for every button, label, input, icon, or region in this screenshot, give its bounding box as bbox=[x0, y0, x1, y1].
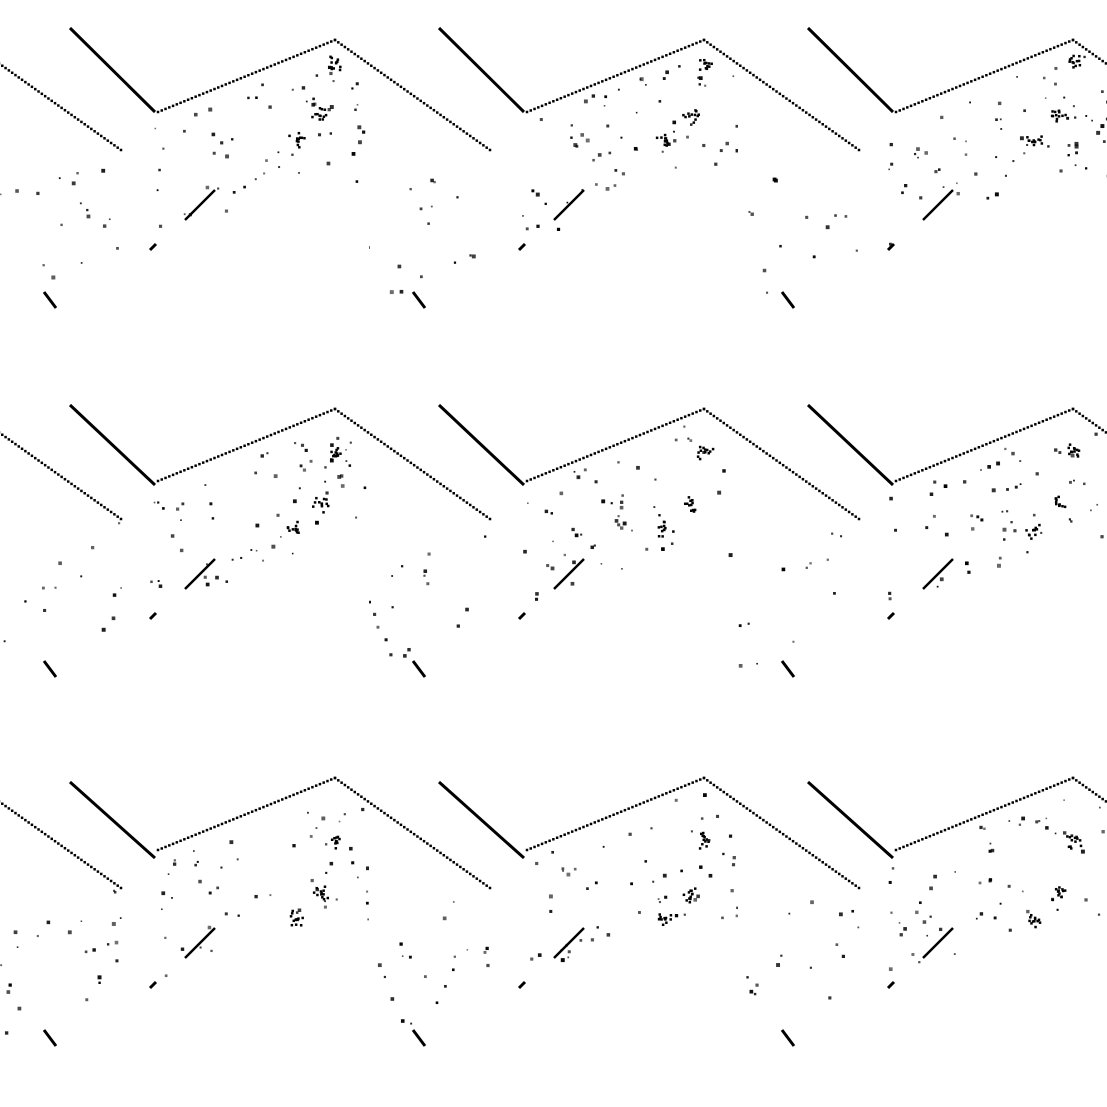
pattern-tile bbox=[738, 738, 1107, 1107]
pattern-tile bbox=[369, 0, 738, 369]
pattern-tile bbox=[0, 0, 369, 369]
pattern-tile bbox=[0, 738, 369, 1107]
pattern-tile bbox=[738, 369, 1107, 738]
pattern-tile bbox=[0, 369, 369, 738]
pattern-tile bbox=[369, 738, 738, 1107]
pattern-tile bbox=[369, 369, 738, 738]
pattern-tile bbox=[738, 0, 1107, 369]
